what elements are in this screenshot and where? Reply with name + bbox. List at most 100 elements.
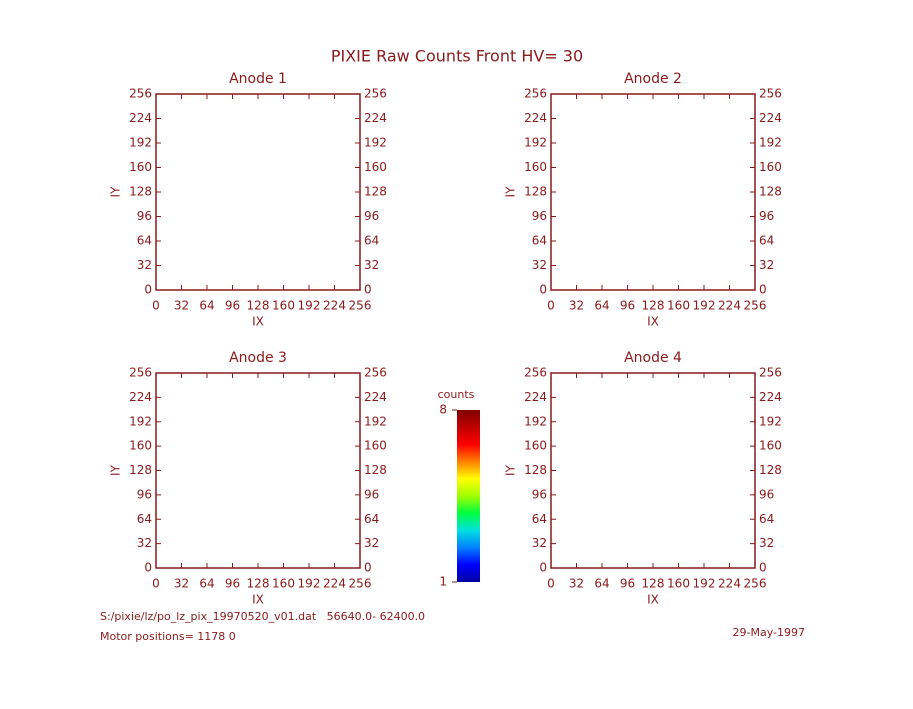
colorbar-tick-label: 1 xyxy=(439,575,447,589)
y2-tick-label: 96 xyxy=(364,487,379,501)
y-tick-label: 32 xyxy=(532,536,547,550)
x-tick-label: 32 xyxy=(174,577,189,591)
y2-tick-label: 96 xyxy=(759,209,774,223)
x-tick-label: 96 xyxy=(225,299,240,313)
x-tick-label: 128 xyxy=(247,577,270,591)
x-tick-label: 128 xyxy=(642,299,665,313)
x-axis-label: IX xyxy=(252,315,264,329)
x-tick-label: 256 xyxy=(744,299,767,313)
x-tick-label: 32 xyxy=(174,299,189,313)
y2-tick-label: 160 xyxy=(364,439,387,453)
x-tick-label: 64 xyxy=(199,577,214,591)
chart-title: PIXIE Raw Counts Front HV= 30 xyxy=(331,47,583,66)
x-tick-label: 64 xyxy=(594,299,609,313)
y-tick-label: 32 xyxy=(137,536,152,550)
y-tick-label: 64 xyxy=(532,234,547,248)
y-axis-label: IY xyxy=(109,186,123,198)
y-tick-label: 160 xyxy=(129,439,152,453)
y2-tick-label: 64 xyxy=(364,234,379,248)
x-tick-label: 256 xyxy=(744,577,767,591)
y-tick-label: 128 xyxy=(129,463,152,477)
y-tick-label: 96 xyxy=(137,487,152,501)
y-tick-label: 192 xyxy=(524,414,547,428)
y2-tick-label: 128 xyxy=(364,463,387,477)
plot-frame xyxy=(550,372,756,569)
motor-note: Motor positions= 1178 0 xyxy=(100,630,236,643)
y-tick-label: 96 xyxy=(532,209,547,223)
y2-tick-label: 96 xyxy=(364,209,379,223)
y-tick-label: 256 xyxy=(524,87,547,101)
y2-tick-label: 0 xyxy=(759,283,767,297)
y2-tick-label: 0 xyxy=(364,561,372,575)
y-tick-label: 96 xyxy=(532,487,547,501)
panel-title: Anode 1 xyxy=(229,71,287,87)
x-tick-label: 192 xyxy=(298,299,321,313)
x-tick-label: 0 xyxy=(547,299,555,313)
y2-tick-label: 224 xyxy=(364,390,387,404)
y2-tick-label: 256 xyxy=(759,366,782,380)
y-tick-label: 0 xyxy=(539,561,547,575)
y-tick-label: 64 xyxy=(137,512,152,526)
y2-tick-label: 160 xyxy=(759,439,782,453)
y-tick-label: 0 xyxy=(144,561,152,575)
y2-tick-label: 128 xyxy=(364,185,387,199)
x-tick-label: 224 xyxy=(323,577,346,591)
y2-tick-label: 224 xyxy=(364,111,387,125)
x-tick-label: 96 xyxy=(225,577,240,591)
y-tick-label: 0 xyxy=(144,283,152,297)
x-tick-label: 160 xyxy=(272,299,295,313)
x-tick-label: 128 xyxy=(247,299,270,313)
y2-tick-label: 0 xyxy=(759,561,767,575)
y2-tick-label: 32 xyxy=(364,536,379,550)
y-tick-label: 224 xyxy=(129,390,152,404)
y-tick-label: 192 xyxy=(524,136,547,150)
y-tick-label: 32 xyxy=(137,258,152,272)
x-tick-label: 64 xyxy=(199,299,214,313)
x-axis-label: IX xyxy=(252,593,264,607)
x-tick-label: 32 xyxy=(569,577,584,591)
y2-tick-label: 224 xyxy=(759,390,782,404)
x-tick-label: 32 xyxy=(569,299,584,313)
x-tick-label: 160 xyxy=(667,299,690,313)
panel-title: Anode 4 xyxy=(624,350,682,366)
y2-tick-label: 32 xyxy=(759,536,774,550)
y-tick-label: 96 xyxy=(137,209,152,223)
x-tick-label: 0 xyxy=(152,299,160,313)
y-tick-label: 224 xyxy=(524,111,547,125)
plot-frame xyxy=(155,372,361,569)
y-tick-label: 32 xyxy=(532,258,547,272)
x-tick-label: 128 xyxy=(642,577,665,591)
x-tick-label: 224 xyxy=(718,577,741,591)
y2-tick-label: 160 xyxy=(759,160,782,174)
y2-tick-label: 64 xyxy=(759,234,774,248)
x-axis-label: IX xyxy=(647,315,659,329)
y-tick-label: 160 xyxy=(524,160,547,174)
y-tick-label: 160 xyxy=(524,439,547,453)
date-note: 29-May-1997 xyxy=(733,626,805,639)
x-tick-label: 64 xyxy=(594,577,609,591)
x-tick-label: 0 xyxy=(152,577,160,591)
y2-tick-label: 128 xyxy=(759,185,782,199)
y2-tick-label: 224 xyxy=(759,111,782,125)
y-tick-label: 192 xyxy=(129,414,152,428)
y-tick-label: 64 xyxy=(532,512,547,526)
y2-tick-label: 192 xyxy=(364,136,387,150)
y-axis-label: IY xyxy=(109,464,123,476)
y-tick-label: 128 xyxy=(524,185,547,199)
y2-tick-label: 0 xyxy=(364,283,372,297)
x-tick-label: 256 xyxy=(349,299,372,313)
y2-tick-label: 192 xyxy=(759,136,782,150)
y-axis-label: IY xyxy=(504,464,518,476)
y-tick-label: 224 xyxy=(524,390,547,404)
y-tick-label: 192 xyxy=(129,136,152,150)
y-tick-label: 64 xyxy=(137,234,152,248)
y2-tick-label: 256 xyxy=(364,87,387,101)
x-tick-label: 160 xyxy=(272,577,295,591)
y2-tick-label: 128 xyxy=(759,463,782,477)
y-tick-label: 256 xyxy=(524,366,547,380)
y-tick-label: 256 xyxy=(129,87,152,101)
colorbar xyxy=(457,410,480,582)
y2-tick-label: 256 xyxy=(759,87,782,101)
colorbar-tick-label: 8 xyxy=(439,403,447,417)
